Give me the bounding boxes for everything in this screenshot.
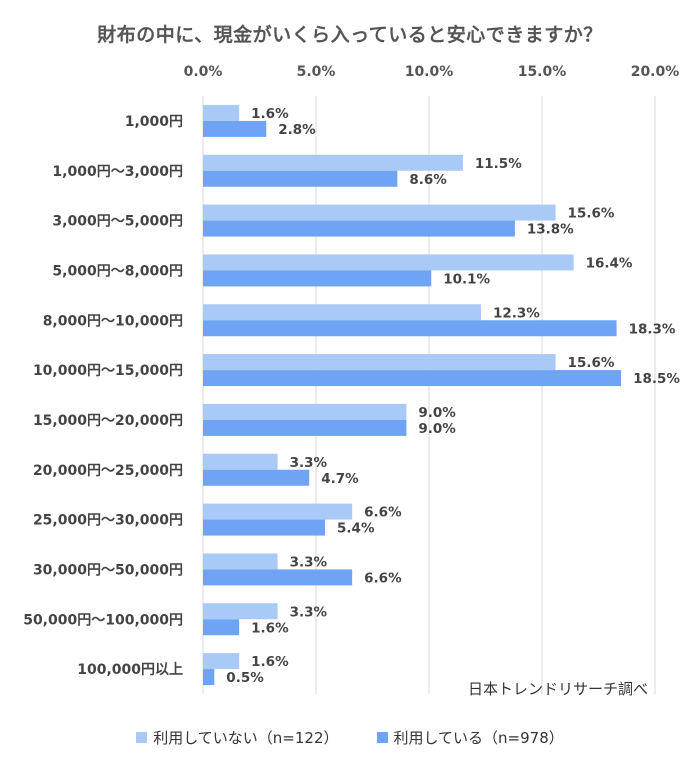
bar <box>203 653 240 670</box>
bar <box>203 204 556 221</box>
legend-label: 利用していない（n=122） <box>153 729 339 747</box>
data-label: 10.1% <box>443 271 490 287</box>
source-note: 日本トレンドリサーチ調べ <box>468 680 649 698</box>
x-tick-label: 5.0% <box>297 64 336 80</box>
data-label: 5.4% <box>337 521 375 537</box>
data-label: 3.3% <box>290 455 328 471</box>
bar <box>203 170 398 187</box>
category-label: 3,000円～5,000円 <box>52 214 183 230</box>
bar <box>203 270 432 287</box>
data-label: 1.6% <box>251 654 289 670</box>
bar <box>203 619 240 636</box>
bar <box>203 419 407 436</box>
bar <box>203 669 215 686</box>
legend-item-series-1: 利用していない（n=122） <box>136 727 339 748</box>
x-tick-label: 0.0% <box>184 64 223 80</box>
data-label: 1.6% <box>251 106 289 122</box>
data-label: 9.0% <box>418 405 456 421</box>
data-label: 3.3% <box>290 604 328 620</box>
legend-swatch <box>376 732 388 743</box>
bar <box>203 503 353 520</box>
data-labels: 1.6%2.8%11.5%8.6%15.6%13.8%16.4%10.1%12.… <box>226 106 680 686</box>
category-labels: 1,000円 1,000円～3,000円 3,000円～5,000円 5,000円～8… <box>23 114 183 678</box>
bar <box>203 104 240 121</box>
category-label: 30,000円～50,000円 <box>33 562 183 578</box>
data-label: 4.7% <box>321 471 359 487</box>
category-label: 1,000円～3,000円 <box>52 164 183 180</box>
data-label: 0.5% <box>226 670 264 686</box>
data-label: 18.3% <box>629 321 676 337</box>
bar <box>203 154 463 171</box>
x-axis-ticks: 0.0% 5.0% 10.0% 15.0% 20.0% <box>184 64 680 80</box>
data-label: 8.6% <box>409 172 447 188</box>
data-label: 6.6% <box>364 570 402 586</box>
category-label: 5,000円～8,000円 <box>52 263 183 279</box>
category-label: 8,000円～10,000円 <box>43 313 183 329</box>
gridlines <box>202 96 656 694</box>
bar <box>203 603 278 620</box>
bar <box>203 220 515 237</box>
category-label: 1,000円 <box>125 114 183 130</box>
bar <box>203 553 278 570</box>
data-label: 16.4% <box>586 255 633 271</box>
legend-label: 利用している（n=978） <box>393 729 564 747</box>
x-tick-label: 20.0% <box>631 64 680 80</box>
category-label: 100,000円以上 <box>77 662 183 678</box>
legend-swatch <box>136 732 148 743</box>
bar <box>203 354 556 371</box>
category-label: 20,000円～25,000円 <box>33 463 183 479</box>
data-label: 13.8% <box>527 222 574 238</box>
data-label: 15.6% <box>568 206 615 222</box>
data-label: 2.8% <box>278 122 316 138</box>
bar <box>203 519 326 536</box>
bar <box>203 370 622 387</box>
bar <box>203 453 278 470</box>
category-label: 15,000円～20,000円 <box>33 413 183 429</box>
category-label: 50,000円～100,000円 <box>23 612 183 628</box>
bar <box>203 569 353 586</box>
legend-item-series-2: 利用している（n=978） <box>376 727 564 748</box>
data-label: 15.6% <box>568 355 615 371</box>
bar <box>203 469 310 486</box>
x-tick-label: 15.0% <box>518 64 567 80</box>
bar <box>203 320 617 337</box>
data-label: 18.5% <box>633 371 680 387</box>
bars <box>203 104 622 686</box>
bar <box>203 120 267 137</box>
bar <box>203 403 407 420</box>
data-label: 3.3% <box>290 554 328 570</box>
chart-title: 財布の中に、現金がいくら入っていると安心できますか？ <box>97 24 603 46</box>
x-tick-label: 10.0% <box>405 64 454 80</box>
category-label: 25,000円～30,000円 <box>33 513 183 529</box>
category-label: 10,000円～15,000円 <box>33 363 183 379</box>
data-label: 1.6% <box>251 620 289 636</box>
data-label: 9.0% <box>418 421 456 437</box>
legend: 利用していない（n=122） 利用している（n=978） <box>0 727 700 748</box>
bar <box>203 254 574 271</box>
data-label: 11.5% <box>475 156 522 172</box>
data-label: 12.3% <box>493 305 540 321</box>
bar <box>203 304 481 321</box>
data-label: 6.6% <box>364 505 402 521</box>
